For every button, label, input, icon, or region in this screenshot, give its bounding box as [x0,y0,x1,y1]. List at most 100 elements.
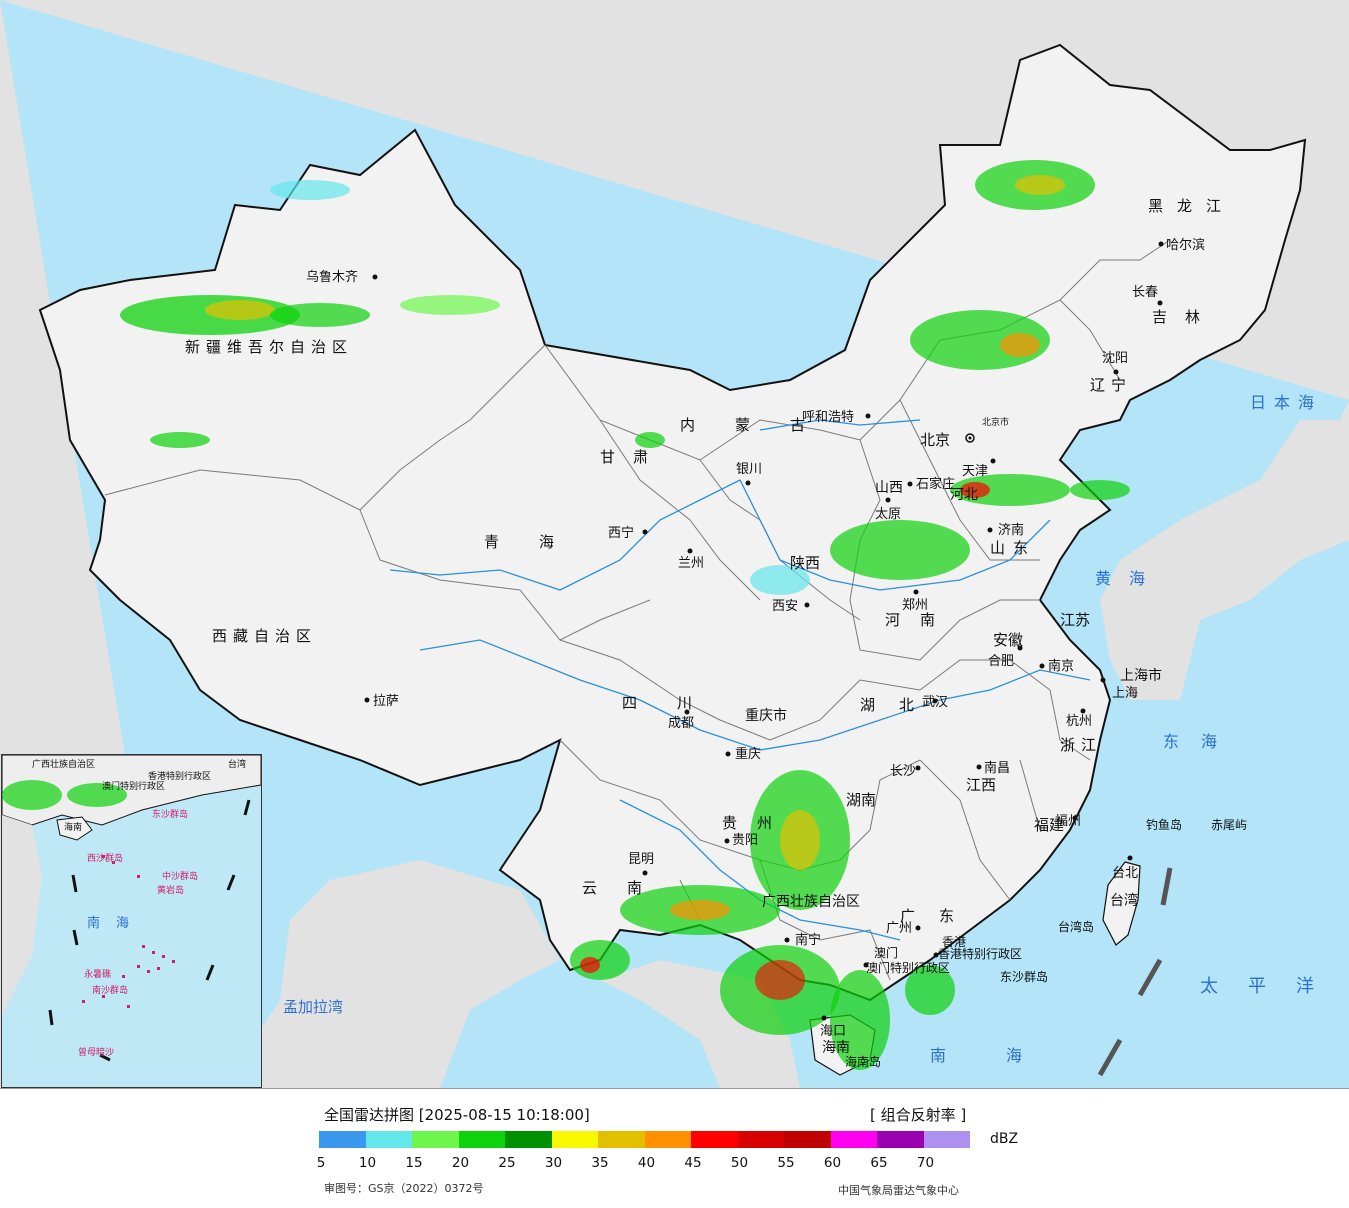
colorbar-segment [830,1131,877,1148]
label-province-hebei: 河北 [950,487,978,503]
inset-label-zhongsha: 中沙群岛 [162,870,198,882]
colorbar-segment [505,1131,552,1148]
label-province-taiwan: 台湾 [1110,892,1138,909]
inset-label-zengmu: 曾母暗沙 [78,1046,114,1058]
colorbar-segment [598,1131,645,1148]
south-china-sea-inset: 中沙群岛 黄岩岛 南海 永暑礁 南沙群岛 曾母暗沙 东沙群岛 西沙群岛 香港特别… [1,754,262,1088]
label-city-shijiazhuang: 石家庄 [916,476,955,492]
label-city-lhasa: 拉萨 [373,694,399,709]
radar-echoes [120,160,1130,1070]
label-city-haikou: 海口 [820,1024,846,1039]
label-city-shanghai: 上海 [1112,686,1138,701]
label-island-hainan: 海南岛 [845,1054,881,1069]
colorbar-tick-label: 65 [870,1155,888,1171]
colorbar-tick-label: 10 [358,1155,377,1171]
inset-label-yongshu: 永暑礁 [84,968,111,980]
label-city-taipei: 台北 [1112,866,1138,881]
label-city-taiyuan: 太原 [875,507,901,522]
label-island-taiwan: 台湾岛 [1058,919,1094,934]
organization-name: 中国气象局雷达气象中心 [838,1184,959,1197]
inset-label-xisha: 西沙群岛 [87,852,123,864]
boundary-dashes [1097,867,1173,1077]
dbz-colorbar [319,1131,970,1148]
label-province-anhui: 安徽 [993,631,1023,649]
colorbar-tick-label: 35 [591,1155,609,1171]
label-province-shanghai: 上海市 [1120,667,1162,684]
label-city-kunming: 昆明 [628,852,654,867]
label-province-zhejiang: 浙江 [1060,736,1102,754]
label-city-shenyang: 沈阳 [1102,351,1128,366]
label-city-jinan: 济南 [998,522,1024,538]
label-province-neimenggu: 内蒙古 [680,416,845,434]
label-province-hunan: 湖南 [846,791,876,809]
label-province-beijing: 北京市 [982,416,1009,428]
china-radar-map[interactable]: 新疆维吾尔自治区 西藏自治区 青海 甘肃 内蒙古 陕西 山西 河北 北京市 山东… [0,0,1349,1089]
label-province-henan: 河南 [885,611,955,629]
label-province-xizang: 西藏自治区 [212,627,317,645]
label-province-yunnan: 云南 [582,879,672,897]
label-city-changchun: 长春 [1132,285,1158,300]
label-city-nanchang: 南昌 [984,760,1010,776]
label-city-nanning: 南宁 [795,932,821,948]
label-sea-south-china: 南海 [930,1046,1082,1065]
label-city-yinchuan: 银川 [736,462,762,477]
label-province-guangdong: 广东 [900,907,978,925]
label-city-zhengzhou: 郑州 [902,598,928,613]
label-city-guangzhou: 广州 [886,921,912,936]
inset-label-dongsha: 东沙群岛 [152,808,188,820]
colorbar-ticks: 5 10 15 20 25 30 35 40 45 50 55 60 65 70 [317,1155,959,1173]
label-province-jiangsu: 江苏 [1060,611,1090,629]
inset-label-huangyan: 黄岩岛 [157,884,184,896]
label-city-xian: 西安 [772,599,798,614]
colorbar-segment [412,1131,459,1148]
label-city-xining: 西宁 [608,525,634,541]
colorbar-tick-label: 45 [684,1155,702,1171]
colorbar-segment [365,1131,412,1148]
label-province-fujian: 福建 [1034,816,1064,834]
colorbar-segment [877,1131,924,1148]
label-city-tianjin: 天津 [962,464,988,479]
colorbar-tick-label: 70 [916,1155,935,1171]
colorbar-segment [923,1131,970,1148]
label-sea-bengal: 孟加拉湾 [283,998,343,1016]
colorbar-tick-label: 25 [498,1155,516,1171]
label-province-chongqing: 重庆市 [745,707,787,724]
label-province-shandong: 山东 [990,539,1036,557]
colorbar-segment [784,1131,831,1148]
label-city-hongkong: 香港 [942,935,966,949]
label-sea-japan: 日本海 [1250,393,1322,412]
label-city-beijing: 北京 [920,431,950,449]
label-province-heilongjiang: 黑龙江 [1148,197,1235,215]
china-land [38,43,1307,1002]
map-labels: 新疆维吾尔自治区 西藏自治区 青海 甘肃 内蒙古 陕西 山西 河北 北京市 山东… [185,197,1344,1069]
mosaic-title: 全国雷达拼图 [2025-08-15 10:18:00] [324,1106,590,1124]
label-city-lanzhou: 兰州 [678,556,704,571]
label-province-gansu: 甘肃 [600,448,666,466]
inset-label-nansha: 南沙群岛 [92,984,128,996]
label-city-nanjing: 南京 [1048,658,1074,674]
label-city-changsha: 长沙 [890,764,916,779]
label-city-harbin: 哈尔滨 [1166,237,1205,253]
label-province-xinjiang: 新疆维吾尔自治区 [185,338,353,356]
label-province-shanxi: 山西 [875,480,903,496]
inset-label-guangxi: 广西壮族自治区 [32,758,95,770]
label-province-shaanxi: 陕西 [790,554,820,572]
colorbar-tick-label: 15 [405,1155,423,1171]
inset-label-hainan: 海南 [64,821,82,833]
label-province-guizhou: 贵州 [722,814,792,832]
colorbar-segment [691,1131,738,1148]
colorbar-segment [458,1131,505,1148]
inset-canvas: 中沙群岛 黄岩岛 南海 永暑礁 南沙群岛 曾母暗沙 东沙群岛 西沙群岛 香港特别… [2,755,261,1087]
label-city-chengdu: 成都 [668,716,694,731]
colorbar-segment [644,1131,691,1148]
colorbar-tick-label: 55 [777,1155,795,1171]
label-sea-yellow: 黄海 [1095,569,1163,588]
label-province-guangxi: 广西壮族自治区 [762,894,860,910]
colorbar-segment [551,1131,598,1148]
label-macau-sar: 澳门特别行政区 [866,960,950,975]
label-province-hubei: 湖北 [860,696,938,714]
label-city-chongqing: 重庆 [735,746,761,762]
inset-label-taiwan: 台湾 [228,758,246,770]
label-sea-pacific: 太平洋 [1200,976,1344,997]
